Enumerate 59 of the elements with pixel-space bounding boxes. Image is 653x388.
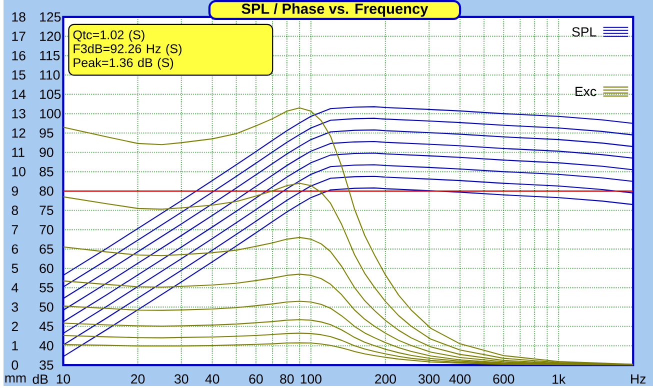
y-tick-label: 80 (40, 186, 54, 196)
y-tick-label: 75 (40, 206, 54, 215)
y-axis-title: dB (32, 374, 48, 384)
legend-label: SPL (572, 27, 596, 36)
y2-tick-label: 11 (12, 148, 24, 157)
y2-tick-label: 6 (12, 244, 18, 254)
x-tick-label: 40 (205, 374, 220, 384)
y2-tick-label: 12 (12, 128, 26, 138)
y-tick-label: 90 (40, 148, 54, 157)
y-tick-label: 85 (40, 166, 54, 176)
y2-tick-label: 14 (12, 90, 26, 99)
y2-tick-label: 9 (12, 186, 18, 196)
y-tick-label: 50 (40, 302, 54, 312)
x-tick-label: 10 (56, 374, 70, 384)
y-tick-label: 65 (40, 244, 54, 254)
x-tick-label: 1k (552, 374, 566, 384)
x-tick-label: 60 (249, 374, 263, 384)
y2-tick-label: 4 (12, 283, 18, 292)
chart-title: SPL / Phase vs. Frequency (242, 3, 428, 17)
y-tick-label: 70 (40, 224, 54, 234)
y-tick-label: 60 (40, 264, 54, 273)
y2-tick-label: 1 (12, 341, 18, 350)
y2-tick-label: 16 (12, 50, 26, 60)
y2-tick-label: 0 (12, 360, 18, 370)
annotation: Qtc=1.02 (S) (73, 30, 144, 42)
y-tick-label: 120 (40, 31, 61, 41)
x-tick-label: 30 (174, 374, 188, 384)
x-tick-label: 100 (300, 374, 322, 384)
x-tick-label: 300 (418, 374, 440, 384)
x-axis-title: Hz (631, 374, 646, 384)
x-tick-label: 200 (375, 374, 396, 384)
x-tick-label: 80 (280, 374, 294, 384)
y2-tick-label: 15 (12, 70, 26, 80)
y-tick-label: 40 (39, 340, 54, 350)
y2-tick-label: 13 (12, 108, 26, 118)
y2-tick-label: 2 (12, 322, 18, 331)
y2-tick-label: 10 (12, 166, 26, 176)
y-tick-label: 105 (40, 90, 61, 99)
y2-tick-label: 7 (12, 224, 18, 234)
y2-tick-label: 18 (12, 12, 26, 22)
y-tick-label: 125 (40, 12, 61, 22)
y-tick-label: 45 (39, 322, 54, 331)
y-tick-label: 110 (40, 70, 60, 80)
y2-tick-label: 8 (12, 206, 18, 215)
y2-tick-label: 5 (12, 264, 18, 273)
x-tick-label: 600 (493, 374, 514, 384)
y-tick-label: 95 (40, 128, 54, 138)
x-tick-label: 20 (131, 374, 145, 384)
y2-tick-label: 17 (12, 32, 26, 41)
annotation: F3dB=92.26 Hz (S) (74, 44, 182, 56)
y-tick-label: 55 (40, 282, 54, 292)
y2-tick-label: 3 (12, 302, 18, 312)
annotation: Peak=1.36 dB (S) (74, 58, 174, 70)
y-tick-label: 100 (40, 108, 61, 118)
legend-label: Exc (576, 86, 596, 96)
y-tick-label: 115 (40, 50, 60, 60)
x-tick-label: 400 (449, 374, 471, 384)
y-tick-label: 35 (40, 360, 54, 370)
y2-axis-title: mm (5, 375, 26, 382)
